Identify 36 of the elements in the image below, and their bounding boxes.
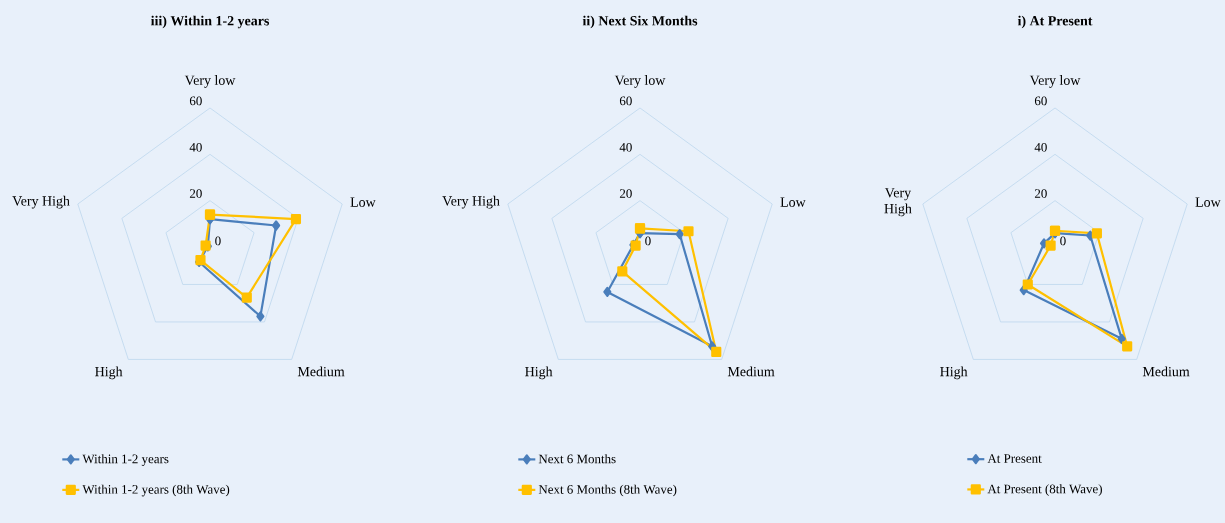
y-tick-label: 20 <box>619 189 632 198</box>
spoke-label: High <box>525 366 553 380</box>
y-tick-label: 0 <box>1060 236 1066 246</box>
spoke-label: Medium <box>1142 366 1190 377</box>
spoke-label: Very High <box>12 195 70 209</box>
y-tick-label: 60 <box>189 96 202 106</box>
spoke-label: Very low <box>184 75 236 88</box>
spoke-label: High <box>95 366 123 380</box>
spoke-label: Very low <box>614 75 666 88</box>
y-tick-label: 40 <box>189 142 202 152</box>
legend-label: Next 6 Months <box>538 454 616 464</box>
spoke-label: Very low <box>1029 75 1081 88</box>
y-tick-label: 40 <box>1034 142 1047 152</box>
spoke-label: Low <box>1195 197 1221 207</box>
spoke-label: Low <box>780 197 806 207</box>
spoke-label: High <box>940 366 968 380</box>
spoke-label: Very High <box>884 188 912 217</box>
legend-label: At Present <box>987 454 1042 463</box>
y-tick-label: 60 <box>1034 96 1047 106</box>
legend-label: Within 1-2 years <box>82 454 169 466</box>
spoke-label: Low <box>350 197 376 207</box>
y-tick-label: 40 <box>619 142 632 152</box>
chart-title: ii) Next Six Months <box>582 15 698 29</box>
legend-label: Within 1-2 years (8th Wave) <box>82 484 230 497</box>
spoke-label: Medium <box>727 366 775 377</box>
y-tick-label: 20 <box>189 189 202 198</box>
spoke-label: Very High <box>442 195 500 209</box>
legend-label: Next 6 Months (8th Wave) <box>538 484 677 497</box>
y-tick-label: 60 <box>619 96 632 106</box>
y-tick-label: 0 <box>215 236 221 246</box>
spoke-label: Medium <box>297 366 345 377</box>
legend-label: At Present (8th Wave) <box>987 484 1102 496</box>
y-tick-label: 20 <box>1034 189 1047 198</box>
chart-title: iii) Within 1-2 years <box>150 15 270 29</box>
y-tick-label: 0 <box>645 236 651 246</box>
chart-title: i) At Present <box>1017 15 1093 29</box>
